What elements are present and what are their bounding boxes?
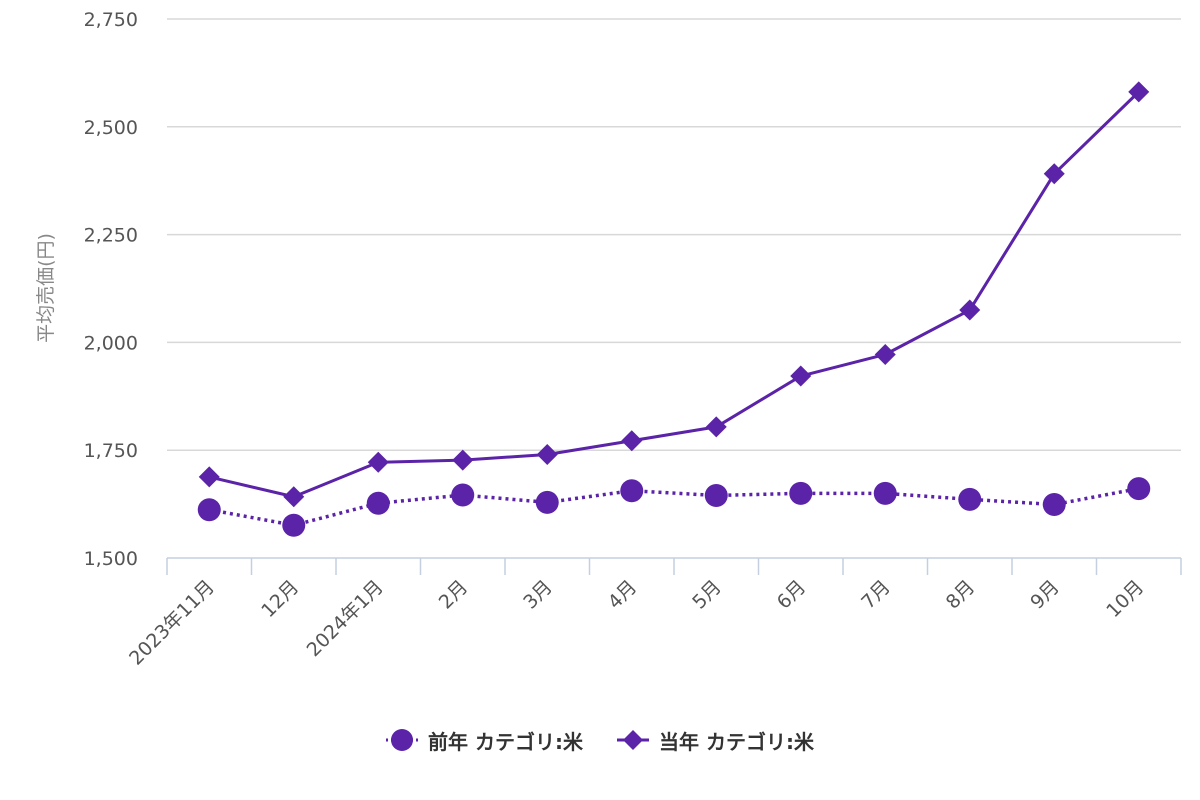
y-tick-label: 2,500	[84, 117, 138, 139]
x-tick-label: 6月	[773, 576, 811, 614]
data-point-circle[interactable]	[197, 498, 221, 522]
x-tick-label: 10月	[1102, 576, 1148, 622]
data-point-circle[interactable]	[873, 481, 897, 505]
y-tick-label: 1,500	[84, 548, 138, 570]
x-axis-ticks: 2023年11月 12月 2024年1月 2月 3月 4月 5月 6月 7月 8月 9月 10月	[125, 576, 1148, 670]
data-point-diamond[interactable]	[367, 451, 389, 473]
data-point-diamond[interactable]	[959, 299, 981, 321]
series-lines	[208, 90, 1140, 527]
series-markers	[197, 81, 1151, 537]
data-point-circle[interactable]	[535, 490, 559, 514]
data-point-diamond[interactable]	[790, 365, 812, 387]
series-line-0	[208, 486, 1140, 527]
data-point-circle[interactable]	[958, 487, 982, 511]
x-tick-label: 9月	[1026, 576, 1064, 614]
data-point-diamond[interactable]	[874, 343, 896, 365]
x-tick-label: 5月	[688, 576, 726, 614]
x-tick-label: 2月	[435, 576, 473, 614]
x-tick-label: 8月	[942, 576, 980, 614]
series-line-1	[208, 90, 1140, 499]
data-point-circle[interactable]	[366, 491, 390, 515]
data-point-diamond[interactable]	[1043, 163, 1065, 185]
grid-lines	[167, 18, 1181, 451]
legend: 前年 カテゴリ:米 当年 カテゴリ:米	[0, 720, 1200, 760]
diamond-marker-icon	[617, 730, 649, 750]
data-point-diamond[interactable]	[198, 466, 220, 488]
data-point-diamond[interactable]	[621, 430, 643, 452]
y-tick-label: 2,750	[84, 9, 138, 31]
y-tick-label: 2,000	[84, 332, 138, 354]
y-tick-label: 2,250	[84, 225, 138, 247]
data-point-circle[interactable]	[451, 483, 475, 507]
x-tick-label: 4月	[604, 576, 642, 614]
legend-item-current-year[interactable]: 当年 カテゴリ:米	[617, 726, 814, 755]
y-axis-ticks: 1,500 1,750 2,000 2,250 2,500 2,750	[84, 9, 138, 570]
x-tick-label: 2023年11月	[125, 576, 219, 670]
data-point-circle[interactable]	[1127, 477, 1151, 501]
x-tick-label: 7月	[857, 576, 895, 614]
data-point-circle[interactable]	[620, 479, 644, 503]
circle-marker-icon	[386, 729, 419, 751]
data-point-diamond[interactable]	[283, 486, 305, 508]
data-point-circle[interactable]	[789, 481, 813, 505]
data-point-circle[interactable]	[282, 513, 306, 537]
x-tick-label: 2024年1月	[303, 576, 388, 661]
data-point-circle[interactable]	[1042, 493, 1066, 517]
y-axis-label: 平均売価(円)	[35, 233, 57, 343]
x-axis	[166, 557, 1182, 575]
legend-label-current-year: 当年 カテゴリ:米	[659, 729, 814, 754]
legend-item-previous-year[interactable]: 前年 カテゴリ:米	[386, 726, 583, 755]
data-point-diamond[interactable]	[705, 416, 727, 438]
y-tick-label: 1,750	[84, 440, 138, 462]
data-point-diamond[interactable]	[452, 449, 474, 471]
x-tick-label: 12月	[257, 576, 303, 622]
data-point-diamond[interactable]	[1128, 81, 1150, 103]
data-point-circle[interactable]	[704, 483, 728, 507]
x-tick-label: 3月	[519, 576, 557, 614]
data-point-diamond[interactable]	[536, 444, 558, 466]
legend-label-previous-year: 前年 カテゴリ:米	[428, 729, 583, 754]
